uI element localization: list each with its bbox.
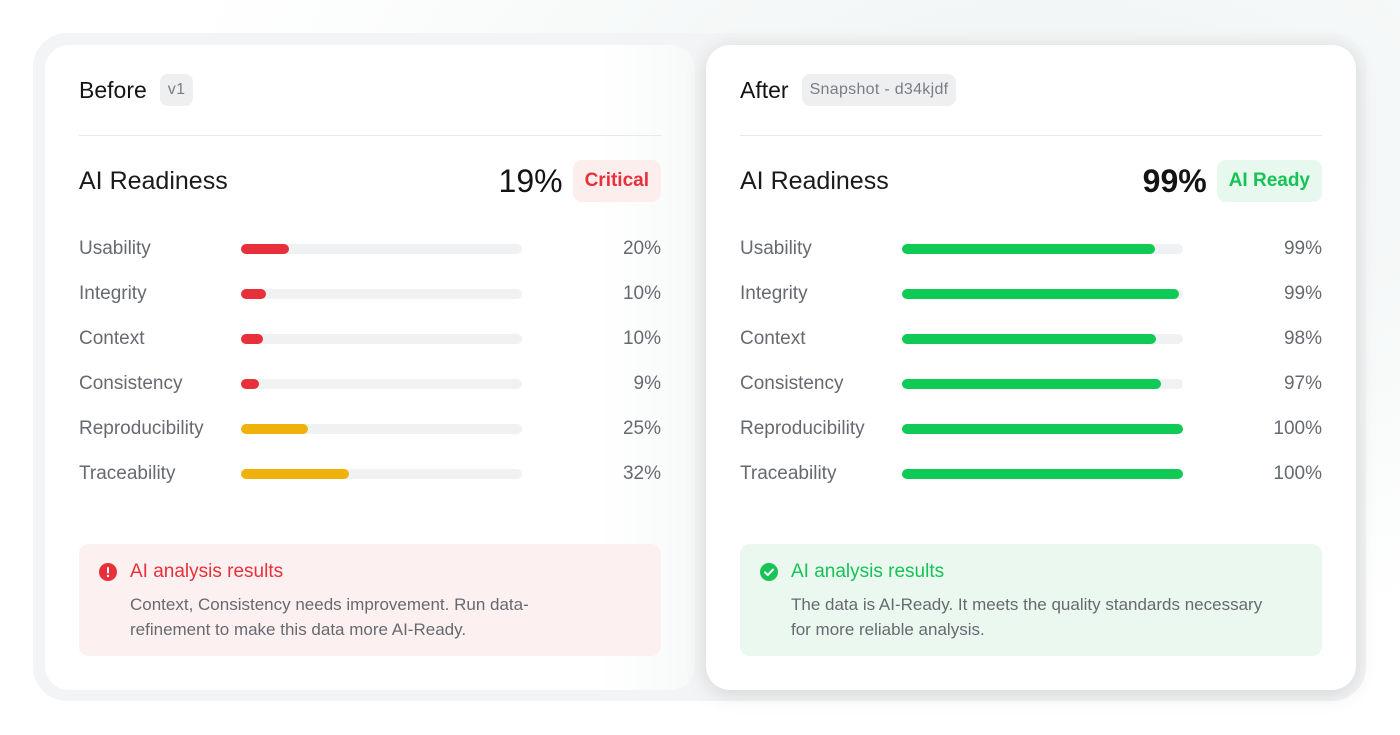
result-text-line: for more reliable analysis. [791,620,985,639]
metric-row: Usability 99% [740,226,1322,271]
progress-fill [241,378,260,389]
readiness-row: AI Readiness 19% Critical [79,136,661,226]
progress-fill [902,378,1161,389]
metric-label: Usability [740,237,812,259]
metric-row: Consistency 9% [79,361,661,406]
progress-fill [902,243,1155,254]
progress-fill [902,333,1157,344]
metric-label: Usability [79,237,151,259]
metric-label: Reproducibility [740,417,865,439]
result-content: AI analysis results Context, Consistency… [130,561,529,656]
result-content: AI analysis results The data is AI-Ready… [791,561,1262,656]
metric-label: Traceability [79,462,176,484]
metric-label: Context [79,327,145,349]
progress-track [241,378,522,389]
metric-row: Integrity 10% [79,271,661,316]
status-badge: Critical [572,160,661,202]
metric-value: 99% [1283,282,1322,304]
metric-label: Traceability [740,462,837,484]
snapshot-tag: Snapshot - d34kjdf [801,74,957,106]
metric-row: Consistency 97% [740,361,1322,406]
readiness-value: 19% [498,162,563,199]
metric-row: Traceability 100% [740,451,1322,496]
metric-row: Reproducibility 25% [79,406,661,451]
progress-track [241,288,522,299]
metric-row: Reproducibility 100% [740,406,1322,451]
result-text-line: Context, Consistency needs improvement. … [130,595,529,614]
metric-value: 9% [633,372,661,394]
metric-label: Integrity [740,282,808,304]
metric-row: Usability 20% [79,226,661,271]
metric-row: Context 98% [740,316,1322,361]
card-title: Before [79,76,147,103]
card-header: After Snapshot - d34kjdf [740,45,1322,136]
metrics-list: Usability 20% Integrity 10% Context 10% … [79,226,661,496]
progress-track [241,423,522,434]
readiness-summary: 19% Critical [499,160,661,202]
metrics-list: Usability 99% Integrity 99% Context 98% … [740,226,1322,496]
readiness-label: AI Readiness [740,166,889,195]
result-text-line: refinement to make this data more AI-Rea… [130,620,467,639]
card-header: Before v1 [79,45,661,136]
progress-fill [241,468,350,479]
progress-track [241,333,522,344]
progress-fill [241,243,289,254]
readiness-label: AI Readiness [79,166,228,195]
check-circle-icon [760,563,778,581]
metric-value: 10% [622,282,661,304]
metric-row: Integrity 99% [740,271,1322,316]
metric-value: 98% [1283,327,1322,349]
metric-value: 25% [622,417,661,439]
metric-label: Integrity [79,282,147,304]
metric-row: Traceability 32% [79,451,661,496]
metric-label: Consistency [79,372,183,394]
metric-value: 10% [622,327,661,349]
status-badge: AI Ready [1216,160,1322,202]
metric-value: 32% [622,462,661,484]
analysis-result-box: AI analysis results Context, Consistency… [79,544,661,656]
progress-fill [241,423,309,434]
progress-track [241,243,522,254]
card-title: After [740,76,789,103]
progress-track [902,333,1183,344]
metric-value: 100% [1273,417,1322,439]
metric-value: 97% [1283,372,1322,394]
progress-fill [241,288,267,299]
metric-value: 99% [1283,237,1322,259]
progress-track [902,423,1183,434]
metric-label: Reproducibility [79,417,204,439]
progress-fill [902,423,1183,434]
readiness-row: AI Readiness 99% AI Ready [740,136,1322,226]
result-text-line: The data is AI-Ready. It meets the quali… [791,595,1263,614]
readiness-summary: 99% AI Ready [1143,160,1322,202]
progress-fill [241,333,264,344]
result-title: AI analysis results [791,561,945,582]
progress-track [902,288,1183,299]
analysis-result-box: AI analysis results The data is AI-Ready… [740,544,1322,656]
metric-value: 100% [1273,462,1322,484]
metric-value: 20% [622,237,661,259]
after-card: After Snapshot - d34kjdf AI Readiness 99… [706,45,1356,690]
progress-track [241,468,522,479]
result-title: AI analysis results [130,561,284,582]
progress-track [902,378,1183,389]
metric-label: Consistency [740,372,844,394]
before-card: Before v1 AI Readiness 19% Critical Usab… [45,45,695,690]
metric-label: Context [740,327,806,349]
progress-track [902,243,1183,254]
readiness-value: 99% [1142,162,1207,199]
version-tag: v1 [159,74,194,106]
progress-fill [902,288,1179,299]
metric-row: Context 10% [79,316,661,361]
progress-track [902,468,1183,479]
alert-icon [99,563,117,581]
progress-fill [902,468,1183,479]
